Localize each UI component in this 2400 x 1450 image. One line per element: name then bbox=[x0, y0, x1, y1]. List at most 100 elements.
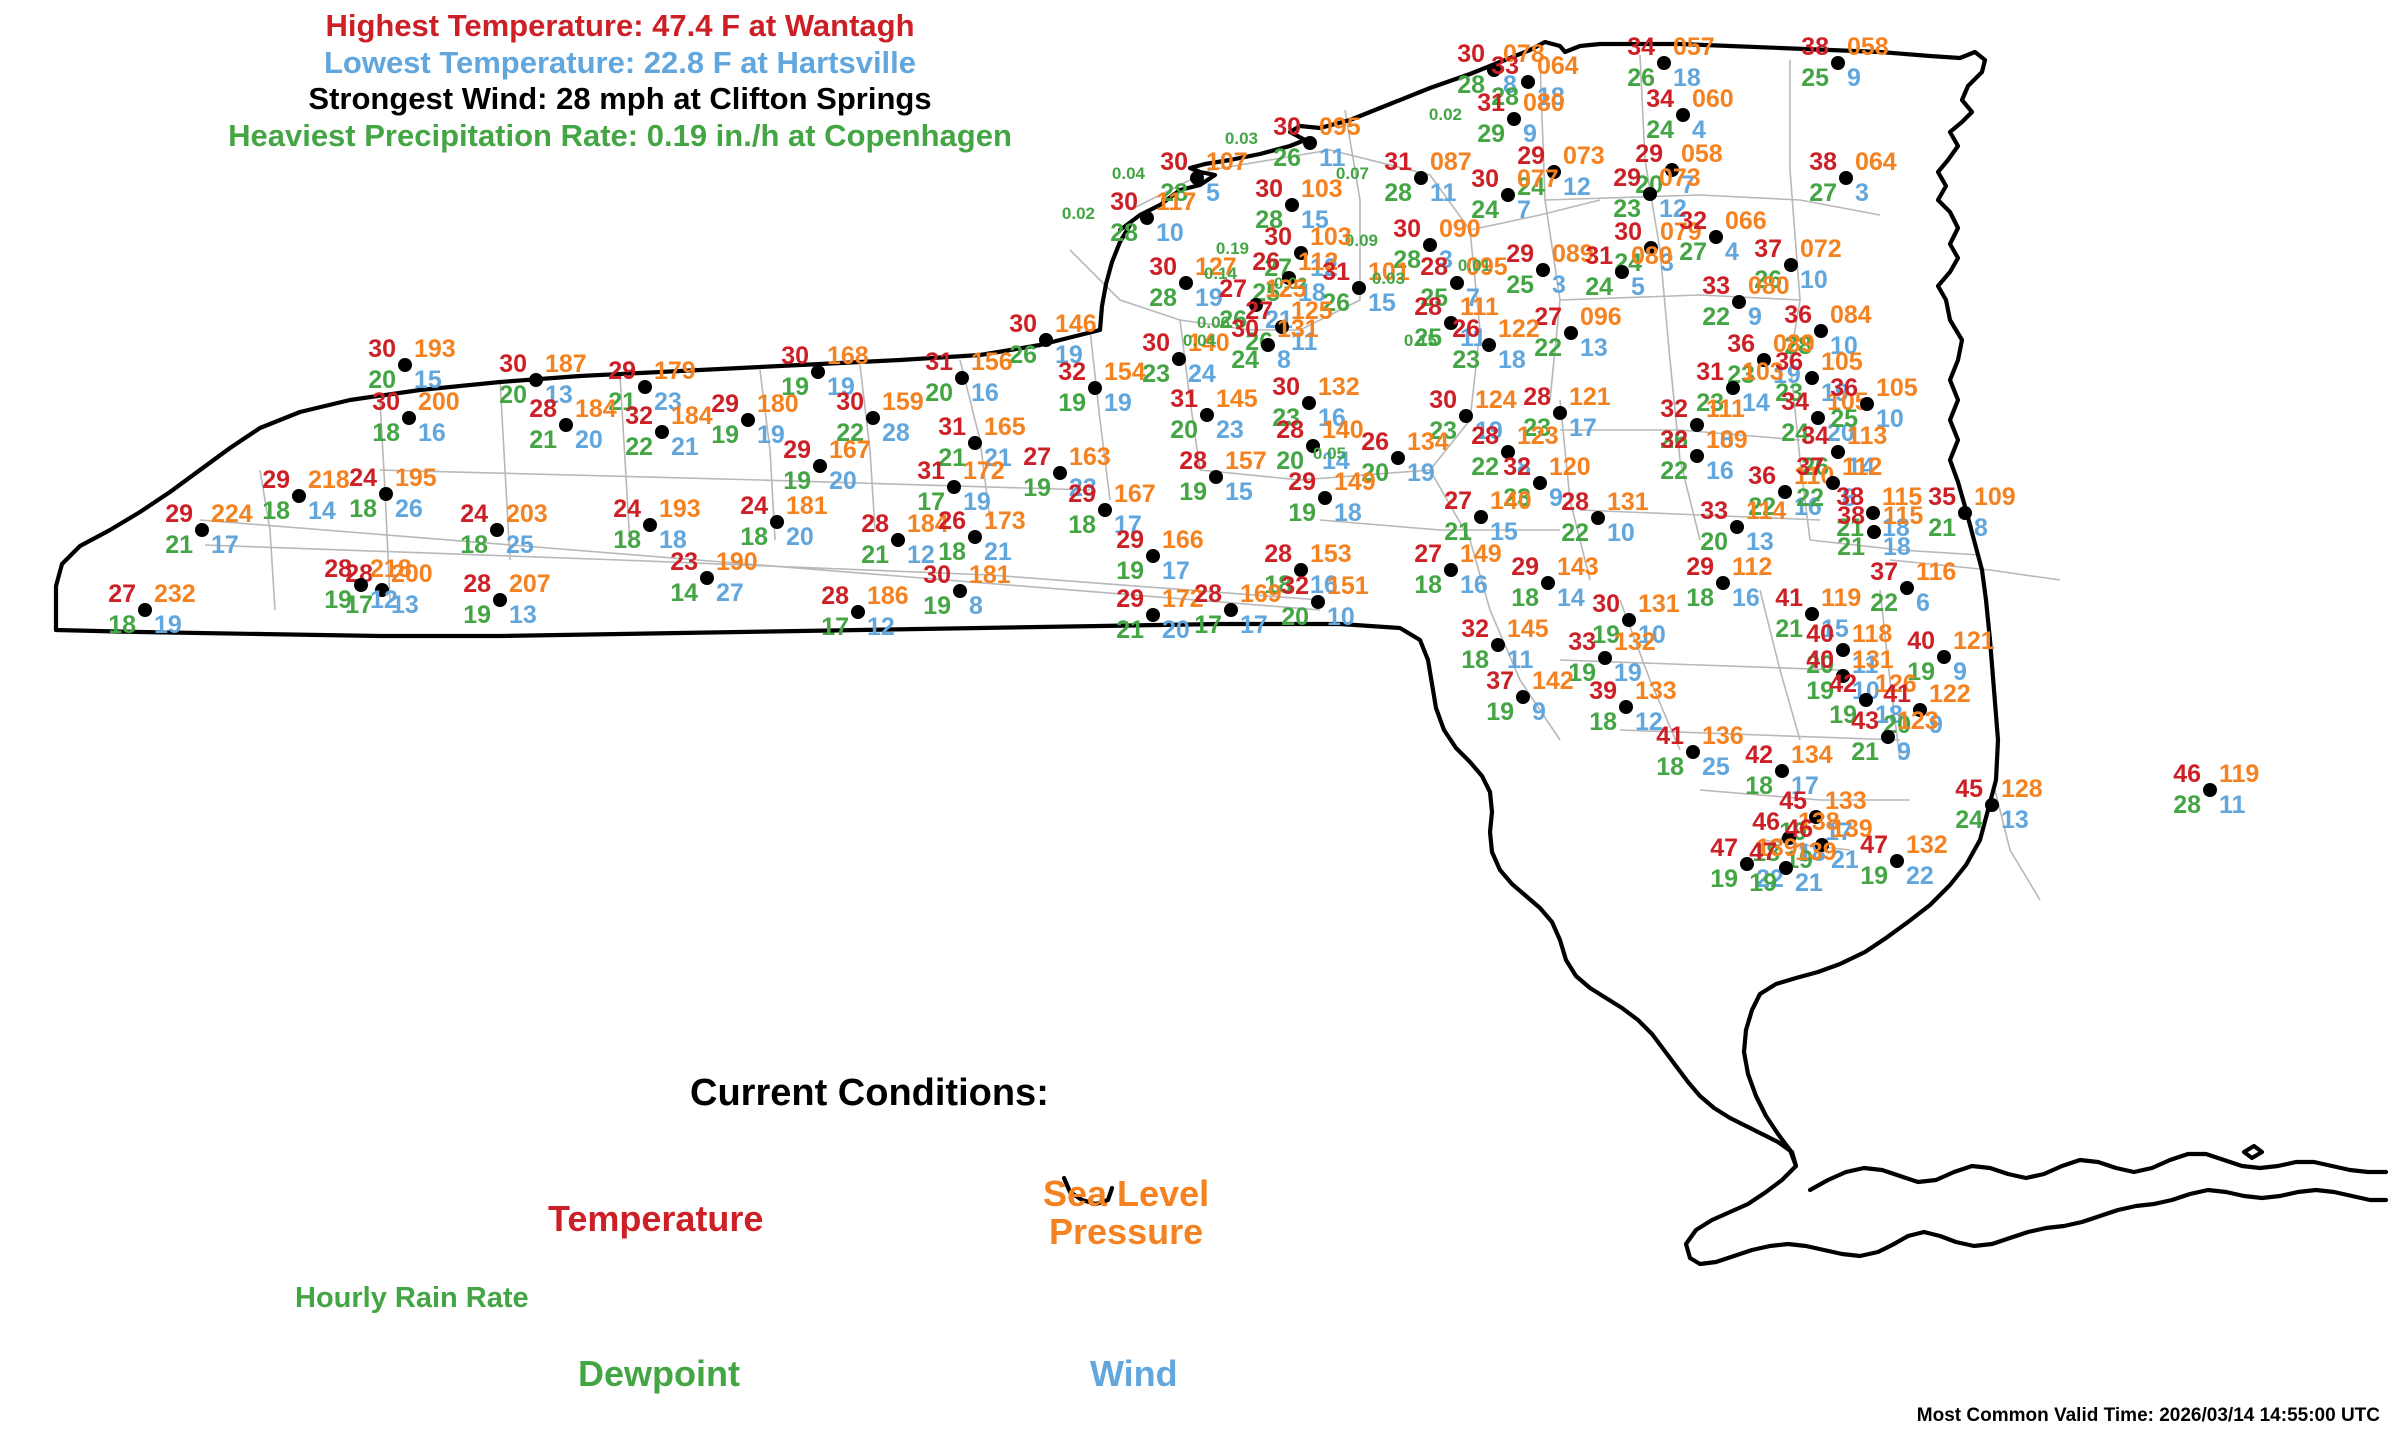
station-dewpoint: 26 bbox=[1754, 266, 1782, 294]
station-dewpoint: 18 bbox=[372, 419, 400, 447]
station-wind: 20 bbox=[575, 426, 603, 454]
station-wind: 19 bbox=[963, 488, 991, 516]
station-wind: 12 bbox=[867, 613, 895, 641]
station-dewpoint: 22 bbox=[1870, 589, 1898, 617]
station-wind: 21 bbox=[984, 444, 1012, 472]
station-temperature: 30 bbox=[1272, 373, 1300, 401]
station-marker-dot bbox=[1805, 607, 1819, 621]
station-pressure: 207 bbox=[509, 570, 551, 598]
station-wind: 6 bbox=[1916, 589, 1930, 617]
station-pressure: 156 bbox=[971, 348, 1013, 376]
station-marker-dot bbox=[968, 436, 982, 450]
station-dewpoint: 20 bbox=[1361, 459, 1389, 487]
legend-hourly-rain-rate-label: Hourly Rain Rate bbox=[295, 1282, 529, 1314]
station-dewpoint: 19 bbox=[781, 373, 809, 401]
station-temperature: 30 bbox=[1142, 329, 1170, 357]
station-temperature: 40 bbox=[1806, 620, 1834, 648]
station-wind: 19 bbox=[1475, 417, 1503, 445]
station-marker-dot bbox=[354, 578, 368, 592]
station-wind: 12 bbox=[1635, 708, 1663, 736]
station-marker-dot bbox=[1224, 603, 1238, 617]
station-pressure: 138 bbox=[1798, 808, 1840, 836]
legend-dewpoint-label: Dewpoint bbox=[578, 1353, 740, 1394]
station-temperature: 29 bbox=[1116, 585, 1144, 613]
station-pressure: 193 bbox=[659, 495, 701, 523]
station-dewpoint: 18 bbox=[1461, 646, 1489, 674]
station-temperature: 42 bbox=[1745, 741, 1773, 769]
station-marker-dot bbox=[811, 365, 825, 379]
station-dewpoint: 20 bbox=[499, 381, 527, 409]
station-pressure: 123 bbox=[1517, 422, 1559, 450]
station-temperature: 30 bbox=[1160, 148, 1188, 176]
station-wind: 4 bbox=[1725, 238, 1739, 266]
station-wind: 8 bbox=[1503, 71, 1517, 99]
station-wind: 3 bbox=[1439, 246, 1453, 274]
station-marker-dot bbox=[1311, 595, 1325, 609]
station-dewpoint: 21 bbox=[1836, 514, 1864, 542]
station-temperature: 24 bbox=[460, 500, 488, 528]
station-dewpoint: 26 bbox=[1660, 426, 1688, 454]
station-dewpoint: 20 bbox=[1281, 603, 1309, 631]
station-dewpoint: 27 bbox=[1809, 179, 1837, 207]
station-pressure: 103 bbox=[1742, 358, 1784, 386]
station-pressure: 132 bbox=[1906, 831, 1948, 859]
station-dewpoint: 18 bbox=[1656, 753, 1684, 781]
station-wind: 15 bbox=[1225, 478, 1253, 506]
station-pressure: 080 bbox=[1631, 242, 1673, 270]
lowest-temperature-text: Lowest Temperature: 22.8 F at Hartsville bbox=[323, 44, 917, 80]
station-marker-dot bbox=[1190, 171, 1204, 185]
station-wind: 13 bbox=[1746, 528, 1774, 556]
station-temperature: 24 bbox=[740, 492, 768, 520]
station-dewpoint: 24 bbox=[1781, 419, 1809, 447]
station-temperature: 30 bbox=[1264, 223, 1292, 251]
station-wind: 14 bbox=[1742, 389, 1770, 417]
station-temperature: 35 bbox=[1928, 483, 1956, 511]
station-wind: 19 bbox=[827, 373, 855, 401]
station-wind: 4 bbox=[1692, 116, 1706, 144]
station-temperature: 32 bbox=[1660, 395, 1688, 423]
station-temperature: 28 bbox=[529, 395, 557, 423]
station-pressure: 120 bbox=[1549, 453, 1591, 481]
station-dewpoint: 28 bbox=[1491, 83, 1519, 111]
station-pressure: 126 bbox=[1875, 670, 1917, 698]
station-marker-dot bbox=[1474, 510, 1488, 524]
station-dewpoint: 18 bbox=[349, 495, 377, 523]
strongest-wind-text: Strongest Wind: 28 mph at Clifton Spring… bbox=[308, 81, 932, 117]
station-marker-dot bbox=[1098, 503, 1112, 517]
station-wind: 10 bbox=[1800, 266, 1828, 294]
station-temperature: 28 bbox=[1414, 293, 1442, 321]
station-pressure: 090 bbox=[1439, 215, 1481, 243]
station-pressure: 103 bbox=[1310, 223, 1352, 251]
station-marker-dot bbox=[138, 603, 152, 617]
station-marker-dot bbox=[1140, 211, 1154, 225]
station-pressure: 181 bbox=[786, 492, 828, 520]
station-dewpoint: 23 bbox=[1452, 346, 1480, 374]
station-wind: 3 bbox=[1855, 179, 1869, 207]
station-dewpoint: 21 bbox=[1837, 533, 1865, 561]
station-pressure: 166 bbox=[1162, 526, 1204, 554]
station-dewpoint: 17 bbox=[1194, 611, 1222, 639]
station-temperature: 27 bbox=[1023, 443, 1051, 471]
station-dewpoint: 22 bbox=[1748, 493, 1776, 521]
station-pressure: 089 bbox=[1552, 240, 1594, 268]
station-pressure: 169 bbox=[1240, 580, 1282, 608]
station-pressure: 057 bbox=[1673, 33, 1715, 61]
station-marker-dot bbox=[1491, 638, 1505, 652]
station-pressure: 080 bbox=[1748, 272, 1790, 300]
legend-slp-line2: Pressure bbox=[1049, 1210, 1204, 1252]
station-wind: 19 bbox=[1614, 659, 1642, 687]
heaviest-precipitation-text: Heaviest Precipitation Rate: 0.19 in./h … bbox=[228, 117, 1012, 153]
station-pressure: 132 bbox=[1318, 373, 1360, 401]
station-dewpoint: 26 bbox=[1322, 289, 1350, 317]
station-marker-dot bbox=[1811, 411, 1825, 425]
station-dewpoint: 28 bbox=[1393, 246, 1421, 274]
station-marker-dot bbox=[655, 425, 669, 439]
station-rain-rate: 0.03 bbox=[1371, 269, 1405, 288]
station-marker-dot bbox=[1831, 445, 1845, 459]
station-pressure: 078 bbox=[1503, 40, 1545, 68]
station-marker-dot bbox=[866, 411, 880, 425]
station-wind: 11 bbox=[1319, 144, 1346, 172]
station-temperature: 36 bbox=[1784, 301, 1812, 329]
station-dewpoint: 19 bbox=[1806, 677, 1834, 705]
station-temperature: 33 bbox=[1568, 628, 1596, 656]
